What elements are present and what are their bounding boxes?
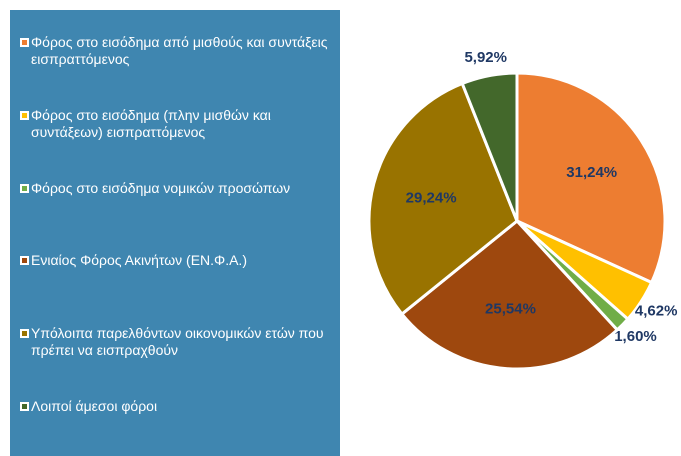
- legend-marker: [20, 401, 29, 411]
- data-label: 5,92%: [464, 49, 507, 66]
- legend-item: Φόρος στο εισόδημα (πλην μισθών και συντ…: [20, 107, 332, 147]
- legend-label: Φόρος στο εισόδημα νομικών προσώπων: [31, 179, 291, 196]
- legend: Φόρος στο εισόδημα από μισθούς και συντά…: [10, 10, 340, 456]
- pie-slice: [367, 81, 519, 317]
- legend-marker: [20, 38, 29, 47]
- legend-marker: [20, 256, 29, 266]
- data-label: 25,54%: [485, 301, 536, 318]
- legend-item: Υπόλοιπα παρελθόντων οικονομικών ετών πο…: [20, 325, 332, 365]
- pie-slice: [515, 71, 667, 285]
- legend-item: Λοιποί άμεσοι φόροι: [20, 398, 332, 438]
- legend-label: Λοιποί άμεσοι φόροι: [31, 397, 158, 414]
- legend-label: Ενιαίος Φόρος Ακινήτων (ΕΝ.Φ.Α.): [31, 252, 247, 269]
- legend-item: Φόρος στο εισόδημα νομικών προσώπων: [20, 180, 332, 220]
- data-label: 31,24%: [566, 164, 617, 181]
- legend-label: Φόρος στο εισόδημα (πλην μισθών και συντ…: [31, 106, 271, 140]
- legend-item: Ενιαίος Φόρος Ακινήτων (ΕΝ.Φ.Α.): [20, 252, 332, 292]
- legend-marker: [20, 329, 29, 339]
- legend-label: Φόρος στο εισόδημα από μισθούς και συντά…: [31, 34, 328, 67]
- pie-slice: [399, 218, 620, 371]
- data-label: 4,62%: [635, 302, 678, 319]
- pie-slice: [460, 71, 519, 222]
- data-label: 29,24%: [406, 189, 457, 206]
- legend-marker: [20, 110, 29, 120]
- legend-label: Υπόλοιπα παρελθόντων οικονομικών ετών πο…: [31, 325, 324, 359]
- legend-marker: [20, 183, 29, 193]
- legend-item: Φόρος στο εισόδημα από μισθούς και συντά…: [20, 34, 332, 74]
- data-label: 1,60%: [614, 328, 657, 345]
